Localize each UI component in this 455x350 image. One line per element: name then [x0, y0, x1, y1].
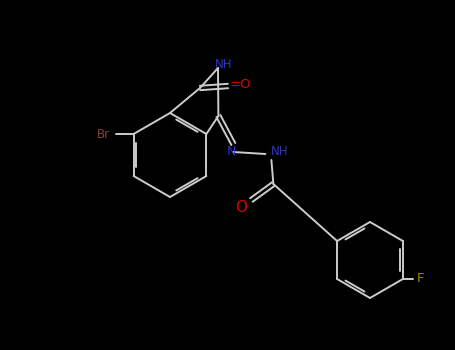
Text: NH: NH: [271, 146, 288, 159]
Text: =O: =O: [229, 78, 251, 91]
Text: Br: Br: [97, 127, 110, 140]
Text: NH: NH: [215, 58, 233, 71]
Text: F: F: [417, 273, 425, 286]
Text: N: N: [227, 146, 236, 159]
Text: O: O: [235, 201, 248, 216]
